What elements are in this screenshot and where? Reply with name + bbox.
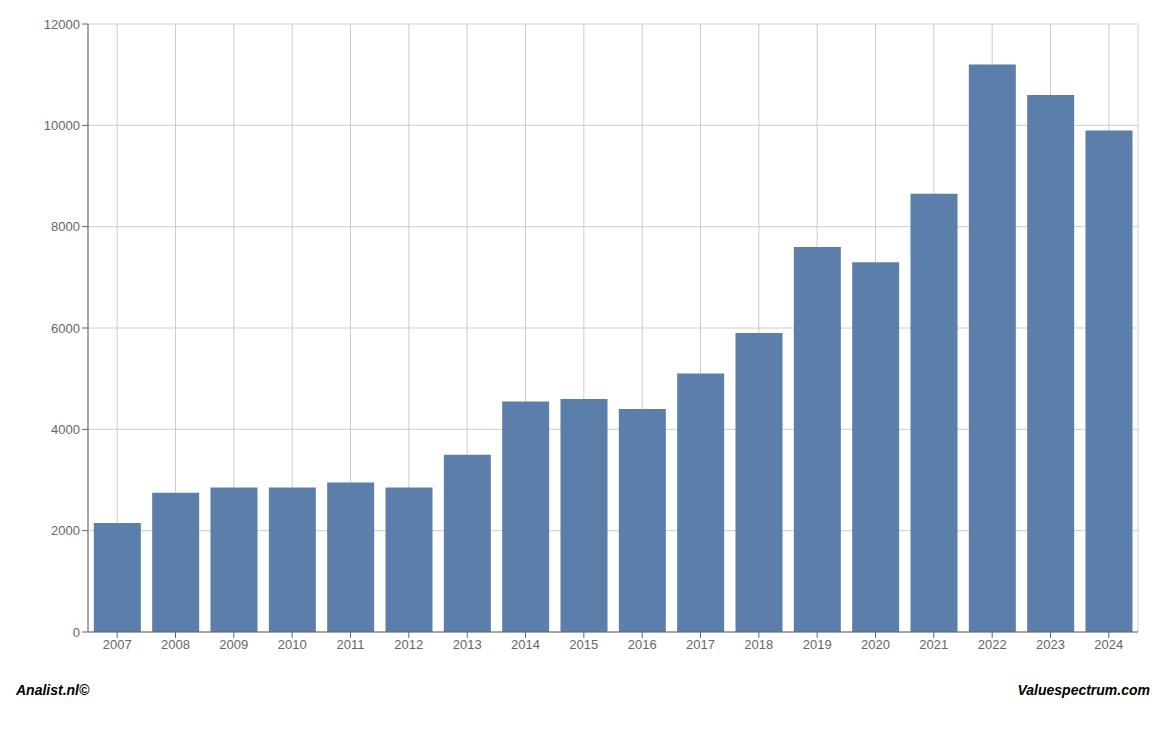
html-text:Valuespectrum.com: Valuespectrum.com [1017,682,1150,698]
svg-text:2016: 2016 [628,637,657,652]
svg-text:10000: 10000 [44,118,80,133]
html-text:Analist.nl©: Analist.nl© [16,682,90,698]
svg-text:2010: 2010 [278,637,307,652]
svg-text:2012: 2012 [394,637,423,652]
svg-text:4000: 4000 [51,422,80,437]
svg-text:8000: 8000 [51,219,80,234]
svg-text:2022: 2022 [978,637,1007,652]
svg-text:2007: 2007 [103,637,132,652]
svg-text:2015: 2015 [569,637,598,652]
svg-text:6000: 6000 [51,321,80,336]
svg-text:2000: 2000 [51,523,80,538]
svg-text:2018: 2018 [744,637,773,652]
svg-text:2020: 2020 [861,637,890,652]
svg-text:2013: 2013 [453,637,482,652]
svg-text:2014: 2014 [511,637,540,652]
svg-text:2023: 2023 [1036,637,1065,652]
svg-text:2008: 2008 [161,637,190,652]
svg-text:2024: 2024 [1094,637,1123,652]
svg-text:2017: 2017 [686,637,715,652]
svg-text:2009: 2009 [219,637,248,652]
svg-text:2011: 2011 [337,637,365,652]
svg-text:0: 0 [73,625,80,640]
svg-text:2019: 2019 [803,637,832,652]
svg-text:2021: 2021 [919,637,948,652]
svg-text:12000: 12000 [44,17,80,32]
